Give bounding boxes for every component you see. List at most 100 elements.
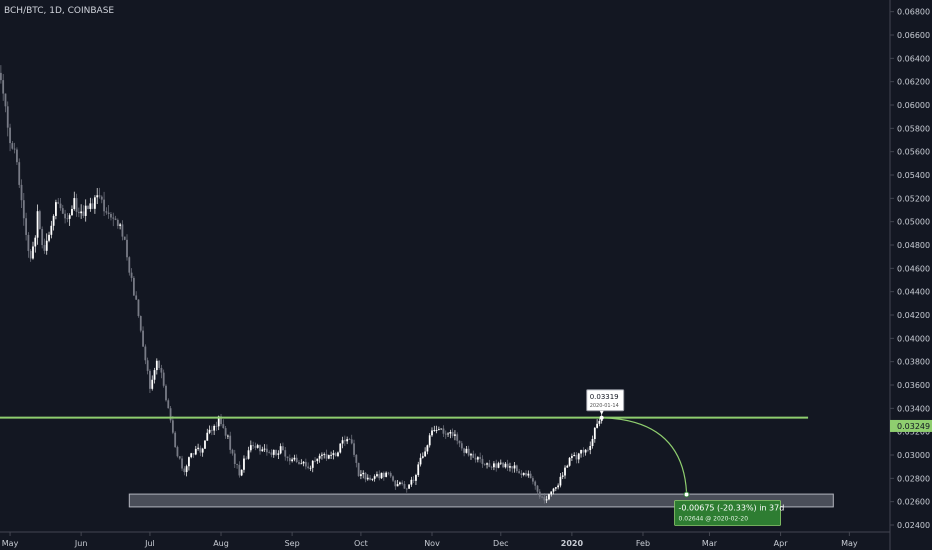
candles-layer	[0, 65, 603, 504]
candle-body	[275, 449, 277, 455]
candle-body	[34, 237, 37, 247]
candle-body	[261, 449, 264, 452]
candle-body	[360, 474, 362, 477]
candle-body	[105, 211, 108, 213]
price-axis[interactable]: 0.02400 0.02600 0.02800 0.03000 0.03200 0.034…	[890, 8, 932, 530]
candle-body	[380, 472, 383, 479]
candle-body	[362, 472, 365, 475]
candle-body	[502, 462, 504, 468]
candle-body	[350, 439, 353, 444]
candle-body	[428, 435, 431, 446]
candle-body	[467, 448, 470, 456]
projection-target-text: 0.02644 @ 2020-02-20	[679, 516, 749, 523]
candle-body	[470, 453, 472, 456]
candle-body	[570, 456, 573, 458]
candle-body	[137, 299, 140, 317]
candle-body	[525, 472, 527, 476]
peak-label-date: 2020-01-14	[590, 403, 619, 409]
candle-body	[483, 463, 486, 465]
candle-body	[181, 458, 183, 469]
candle-body	[282, 446, 284, 451]
candle-body	[119, 224, 122, 226]
candle-body	[165, 385, 167, 401]
candle-body	[529, 473, 532, 479]
candle-body	[284, 450, 287, 457]
candle-body	[185, 466, 188, 473]
time-axis-label: Aug	[213, 539, 229, 548]
candle-body	[490, 466, 493, 468]
candle-body	[89, 203, 92, 209]
candle-body	[550, 491, 553, 495]
candle-body	[277, 453, 280, 455]
candle-body	[107, 212, 110, 214]
candle-body	[327, 455, 330, 459]
time-axis-label: May	[841, 539, 858, 548]
candle-body	[369, 477, 371, 480]
projection-target-marker	[683, 491, 690, 498]
peak-label-value: 0.03319	[590, 393, 619, 401]
price-axis-label: 0.03800	[897, 358, 930, 367]
price-axis-label: 0.03400	[897, 404, 930, 413]
candle-body	[169, 408, 172, 421]
candle-body	[128, 257, 131, 273]
candle-body	[82, 211, 85, 216]
candle-body	[27, 234, 30, 251]
candle-body	[419, 457, 422, 465]
candle-body	[435, 430, 438, 431]
candle-body	[256, 445, 259, 448]
candle-body	[493, 463, 495, 468]
candle-body	[366, 477, 369, 480]
candle-body	[442, 428, 445, 434]
candle-body	[376, 474, 378, 477]
candle-body	[479, 457, 482, 459]
candle-body	[298, 462, 300, 465]
candle-body	[87, 205, 89, 209]
time-axis-label: Mar	[702, 539, 718, 548]
candle-body	[474, 457, 477, 460]
candle-body	[504, 463, 507, 468]
candle-body	[476, 457, 479, 460]
candle-body	[554, 487, 557, 489]
candle-body	[564, 467, 566, 476]
candle-body	[355, 454, 358, 463]
candle-body	[332, 453, 335, 455]
candle-body	[6, 106, 9, 128]
candle-body	[13, 148, 16, 150]
candle-body	[593, 427, 596, 439]
candle-body	[215, 425, 218, 427]
candle-body	[589, 445, 592, 451]
candle-body	[454, 434, 456, 436]
candle-body	[9, 127, 11, 144]
candle-body	[382, 472, 385, 477]
candle-body	[176, 447, 179, 457]
candle-body	[272, 449, 275, 455]
candle-body	[582, 450, 585, 453]
candle-body	[302, 461, 305, 464]
candle-body	[18, 162, 21, 185]
candle-body	[64, 213, 66, 219]
candle-body	[532, 478, 534, 482]
candle-body	[440, 428, 443, 430]
candle-body	[171, 420, 174, 433]
candle-body	[114, 218, 117, 220]
candle-body	[318, 455, 321, 459]
candle-body	[98, 195, 101, 197]
candle-body	[408, 484, 410, 489]
candle-body	[541, 496, 543, 498]
candle-body	[288, 458, 291, 462]
time-axis[interactable]: May Jun Jul Aug Sep Oct Nov Dec 2020 Feb Mar Apr May	[2, 532, 858, 548]
candle-body	[116, 219, 119, 226]
candle-body	[591, 438, 594, 446]
candle-body	[11, 143, 14, 149]
candle-body	[417, 464, 420, 476]
candle-body	[291, 459, 294, 462]
candle-body	[238, 464, 241, 476]
candle-body	[460, 443, 463, 449]
price-axis-label: 0.05400	[897, 171, 930, 180]
candle-body	[353, 443, 355, 455]
candle-body	[50, 225, 53, 235]
candle-body	[321, 454, 323, 456]
candle-body	[158, 360, 161, 368]
candle-body	[142, 330, 144, 347]
